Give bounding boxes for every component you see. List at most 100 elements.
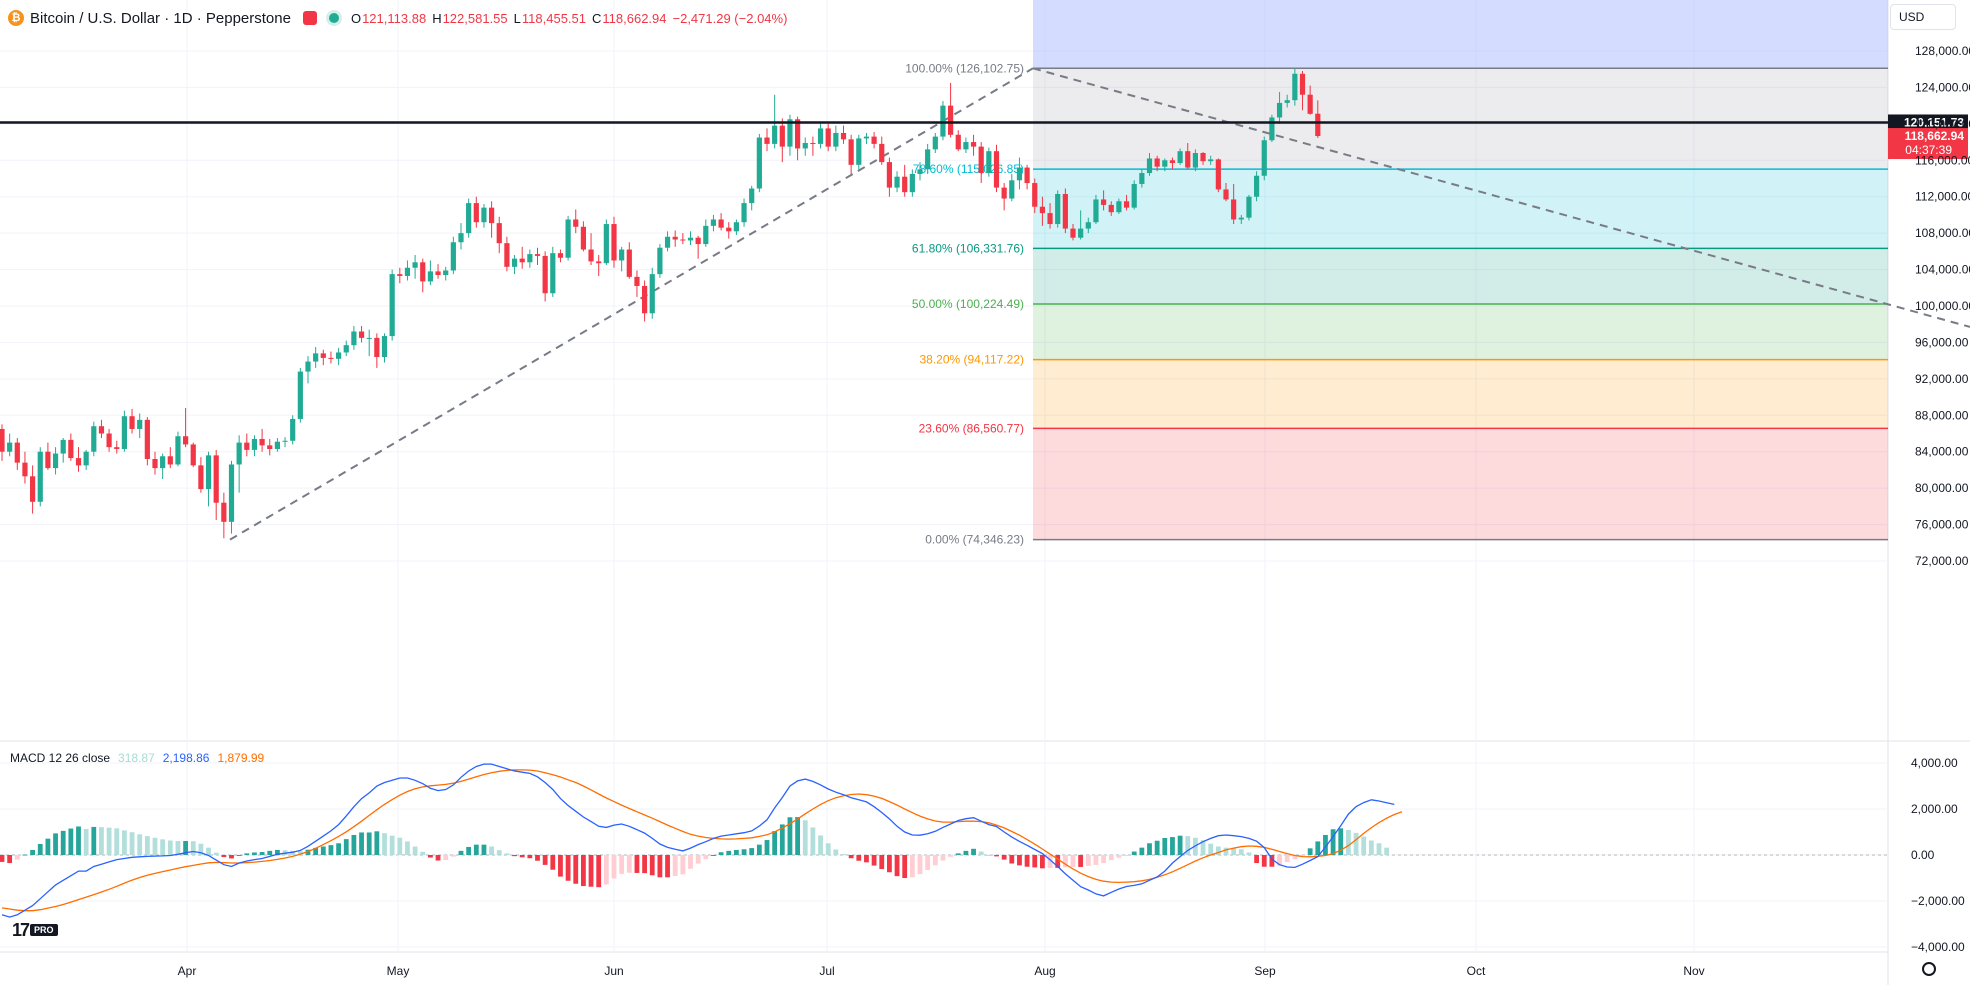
- macd-histogram-bar: [160, 839, 166, 855]
- macd-histogram-bar: [909, 855, 915, 878]
- currency-selector[interactable]: USD: [1890, 4, 1956, 30]
- candle-body: [68, 439, 74, 459]
- time-tick-label: Oct: [1467, 964, 1486, 978]
- tradingview-logo[interactable]: 17 PRO: [12, 920, 58, 940]
- candle-body: [420, 262, 426, 282]
- macd-tick-label: 0.00: [1911, 848, 1935, 862]
- candle-body: [787, 119, 793, 147]
- candle-body: [30, 476, 36, 502]
- candle-body: [1001, 187, 1007, 199]
- macd-histogram-bar: [405, 841, 410, 855]
- candle-body: [695, 237, 701, 245]
- price-tick-label: 76,000.00: [1915, 518, 1969, 532]
- candle-body: [121, 416, 127, 449]
- macd-histogram-bar: [420, 851, 426, 855]
- macd-histogram-bar: [412, 846, 418, 855]
- candle-body: [856, 138, 862, 165]
- macd-histogram-bar: [1177, 835, 1183, 855]
- candle-body: [190, 444, 196, 466]
- macd-histogram-bar: [879, 855, 885, 870]
- price-tick-label: 84,000.00: [1915, 445, 1969, 459]
- candle-body: [290, 418, 296, 441]
- macd-histogram-bar: [320, 846, 326, 855]
- candle-body: [580, 226, 586, 250]
- candle-body: [565, 219, 571, 258]
- candle-body: [1123, 201, 1130, 208]
- candle-body: [374, 337, 380, 357]
- candle-body: [466, 203, 472, 234]
- candle-body: [1146, 158, 1153, 174]
- candle-body: [955, 134, 961, 150]
- macd-histogram-bar: [504, 853, 510, 855]
- candle-body: [7, 442, 13, 452]
- macd-histogram-bar: [198, 843, 204, 855]
- candle-body: [14, 442, 20, 463]
- candle-body: [1261, 140, 1267, 176]
- settings-icon[interactable]: [1922, 962, 1936, 976]
- candle-body: [802, 142, 808, 149]
- macd-histogram-bar: [1277, 855, 1282, 866]
- candle-body: [825, 128, 831, 147]
- macd-histogram-bar: [221, 855, 227, 858]
- symbol-title[interactable]: Bitcoin / U.S. Dollar · 1D · Pepperstone: [30, 9, 291, 27]
- candle-body: [970, 142, 977, 147]
- candle-body: [917, 169, 923, 174]
- hline-price-text: 120,151.73: [1904, 115, 1964, 129]
- macd-histogram-bar: [550, 855, 556, 870]
- candle-body: [741, 203, 747, 223]
- low-value: 118,455.51: [521, 10, 586, 26]
- macd-histogram-bar: [1101, 855, 1106, 864]
- macd-histogram-bar: [1384, 847, 1390, 855]
- macd-histogram-bar: [871, 855, 877, 866]
- candle-body: [114, 447, 120, 449]
- candle-body: [1016, 167, 1023, 181]
- macd-histogram-bar: [894, 855, 900, 877]
- candle-body: [1238, 217, 1244, 220]
- macd-histogram-bar: [1361, 836, 1367, 855]
- candle-body: [313, 353, 319, 362]
- candle-body: [1276, 102, 1283, 118]
- macd-histogram-bar: [122, 830, 127, 855]
- macd-histogram-bar: [1147, 843, 1152, 855]
- macd-histogram-bar: [764, 840, 770, 855]
- macd-line: [1, 763, 1395, 918]
- macd-histogram-bar: [76, 826, 81, 855]
- macd-histogram-bar: [542, 855, 548, 865]
- candle-body: [588, 249, 594, 262]
- macd-histogram-bar: [1269, 855, 1275, 867]
- candle-body: [60, 439, 66, 454]
- macd-histogram-bar: [535, 855, 540, 861]
- candle-body: [1299, 73, 1306, 95]
- macd-histogram-bar: [37, 843, 43, 855]
- trend-lines[interactable]: [229, 67, 1970, 541]
- high-value: 122,581.55: [442, 10, 508, 26]
- macd-legend: MACD 12 26 close 318.87 2,198.86 1,879.9…: [10, 751, 264, 765]
- candle-body: [511, 258, 518, 267]
- candle-body: [1185, 151, 1191, 168]
- candle-body: [756, 137, 762, 189]
- candle-body: [450, 242, 456, 271]
- flag-icon[interactable]: [302, 11, 317, 25]
- macd-histogram-bar: [1353, 832, 1359, 855]
- candle-body: [948, 105, 954, 135]
- macd-histogram-bar: [588, 855, 594, 887]
- candle-body: [251, 438, 258, 450]
- macd-histogram-bar: [244, 853, 250, 855]
- candle-body: [527, 254, 533, 263]
- candle-body: [305, 361, 311, 372]
- candle-body: [642, 285, 648, 314]
- candle-body: [1047, 213, 1053, 225]
- market-status-icon[interactable]: [328, 13, 339, 23]
- candle-body: [98, 426, 105, 434]
- candle-body: [504, 243, 510, 267]
- macd-title[interactable]: MACD 12 26 close: [10, 751, 111, 765]
- fibonacci-retracement[interactable]: 100.00% (126,102.75)78.60% (115,026.85)6…: [905, 0, 1888, 547]
- macd-histogram-bar: [206, 847, 211, 855]
- axes: 128,000.00 124,000.00 120,000.00 116,000.00…: [178, 44, 1970, 978]
- candle-body: [1078, 228, 1084, 238]
- macd-signal-value: 1,879.99: [217, 751, 265, 765]
- macd-histogram-bar: [7, 855, 13, 864]
- macd-histogram-bar: [259, 852, 265, 855]
